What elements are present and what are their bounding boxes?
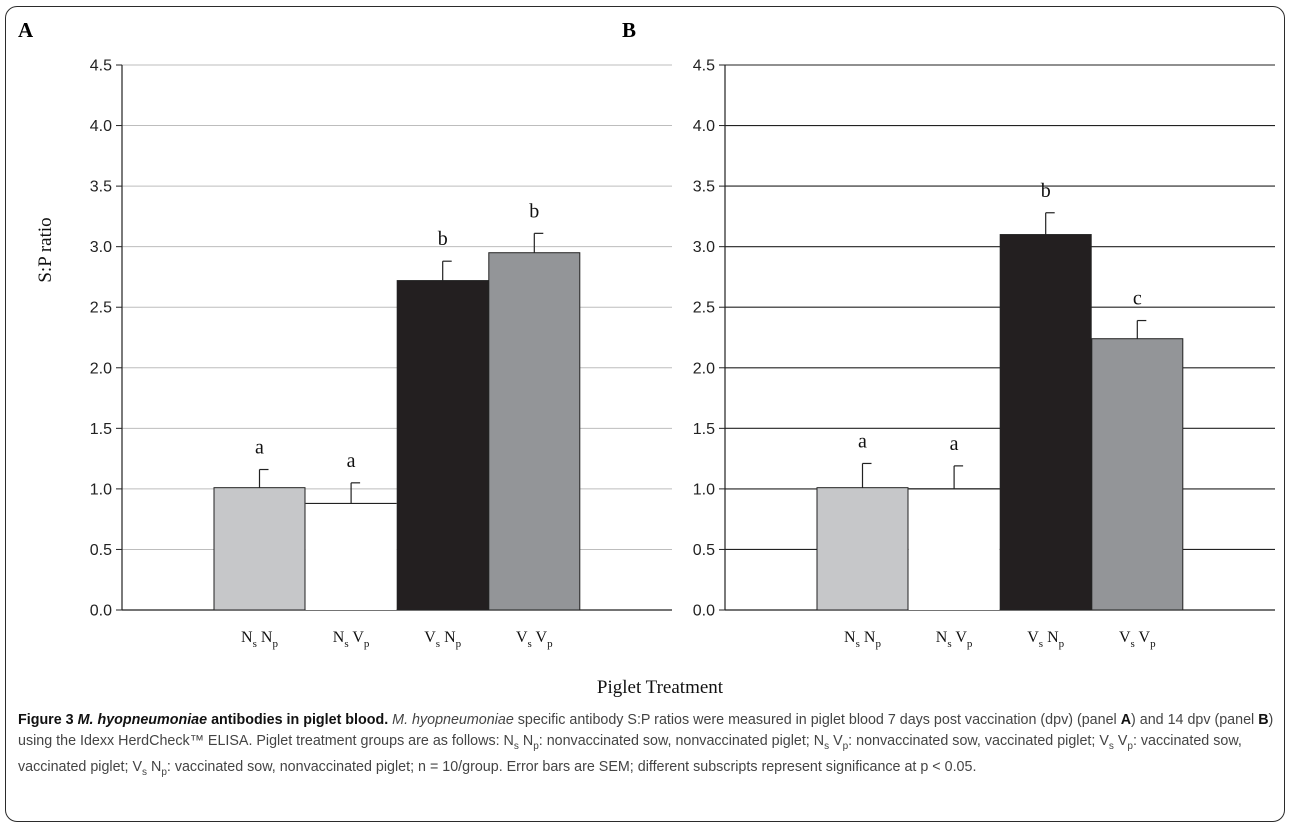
y-tick-label-a-0: 0.0 [90, 603, 112, 620]
caption-group-1: Ns Np [503, 733, 539, 752]
y-tick-label-b-7: 3.5 [693, 179, 715, 196]
y-tick-label-a-4: 2.0 [90, 360, 112, 377]
panel-b-chart: 0.0 0.5 1.0 1.5 2.0 2.5 3.0 3.5 4.0 4.5 a Ns Np a Ns … [693, 58, 1275, 650]
category-label-b-0: Ns Np [844, 629, 881, 650]
y-tick-label-b-1: 0.5 [693, 542, 715, 559]
caption-text-1: specific antibody S:P ratios were measur… [513, 712, 1121, 728]
y-tick-label-b-6: 3.0 [693, 239, 715, 256]
caption-group-3-desc: : vaccinated sow, vaccinated piglet; [18, 733, 1242, 775]
y-tick-label-a-8: 4.0 [90, 118, 112, 135]
panel-a-chart: 0.0 0.5 1.0 1.5 2.0 2.5 3.0 3.5 4.0 4.5 a Ns Np a Ns … [90, 58, 672, 650]
caption-group-4: Vs Np [132, 758, 167, 778]
significance-label-a-0: a [255, 437, 264, 459]
significance-label-b-0: a [858, 430, 867, 452]
x-axis-title: Piglet Treatment [597, 677, 724, 698]
y-tick-label-a-9: 4.5 [90, 58, 112, 75]
caption-group-4-desc: : vaccinated sow, nonvaccinated piglet; … [166, 758, 977, 775]
caption-species-2: M. hyopneumoniae [392, 712, 514, 728]
bar-b-3 [1091, 338, 1184, 611]
y-tick-label-a-3: 1.5 [90, 421, 112, 438]
y-tick-label-b-0: 0.0 [693, 603, 715, 620]
category-label-b-2: Vs Np [1027, 629, 1064, 650]
category-label-a-1: Ns Vp [333, 629, 370, 650]
significance-label-b-2: b [1041, 180, 1051, 202]
y-tick-label-b-5: 2.5 [693, 300, 715, 317]
caption-group-3: Vs Vp [1099, 733, 1133, 752]
category-label-a-3: Vs Vp [516, 629, 553, 650]
y-tick-label-b-9: 4.5 [693, 58, 715, 75]
caption-group-2: Ns Vp [813, 733, 849, 752]
bar-b-1 [908, 488, 1000, 610]
caption-text-2: ) and 14 dpv (panel [1131, 712, 1259, 728]
caption-group-1-desc: : nonvaccinated sow, nonvaccinated pigle… [538, 733, 814, 749]
significance-label-b-1: a [950, 433, 959, 455]
caption-text-3: ) using the Idexx HerdCheck™ ELISA. Pigl… [18, 712, 1274, 749]
panel-b-letter: B [622, 18, 636, 42]
category-label-b-1: Ns Vp [936, 629, 973, 650]
caption-panel-a: A [1120, 712, 1132, 728]
y-tick-label-a-6: 3.0 [90, 239, 112, 256]
caption-species: M. hyopneumoniae [77, 712, 208, 728]
y-tick-label-b-8: 4.0 [693, 118, 715, 135]
y-axis-title: S:P ratio [35, 217, 56, 282]
category-label-b-3: Vs Vp [1119, 629, 1156, 650]
figure-caption: Figure 3 M. hyopneumoniae antibodies in … [18, 710, 1280, 783]
bar-b-2 [999, 234, 1092, 611]
y-tick-label-a-7: 3.5 [90, 179, 112, 196]
figure-frame [5, 6, 1285, 822]
bar-a-2 [396, 280, 489, 611]
caption-title-rest: antibodies in piglet blood. [207, 712, 389, 728]
significance-label-a-3: b [529, 200, 539, 222]
caption-panel-b: B [1258, 712, 1269, 728]
y-tick-label-b-3: 1.5 [693, 421, 715, 438]
significance-label-b-3: c [1133, 288, 1142, 310]
panel-a-letter: A [18, 18, 34, 42]
caption-group-2-desc: : nonvaccinated sow, vaccinated piglet; [848, 733, 1100, 749]
bar-a-1 [305, 503, 397, 610]
y-tick-label-b-2: 1.0 [693, 481, 715, 498]
category-label-a-2: Vs Np [424, 629, 461, 650]
y-tick-label-a-2: 1.0 [90, 481, 112, 498]
bar-b-0 [816, 487, 909, 611]
category-label-a-0: Ns Np [241, 629, 278, 650]
figure-chart: A B S:P ratio Piglet Treatment 0.0 0.5 1.0… [18, 18, 1275, 698]
bar-a-0 [213, 487, 306, 611]
significance-label-a-1: a [347, 450, 356, 472]
y-tick-label-a-1: 0.5 [90, 542, 112, 559]
y-tick-label-a-5: 2.5 [90, 300, 112, 317]
y-tick-label-b-4: 2.0 [693, 360, 715, 377]
caption-figure-label: Figure 3 [18, 712, 74, 728]
significance-label-a-2: b [438, 228, 448, 250]
bar-a-3 [488, 252, 581, 611]
